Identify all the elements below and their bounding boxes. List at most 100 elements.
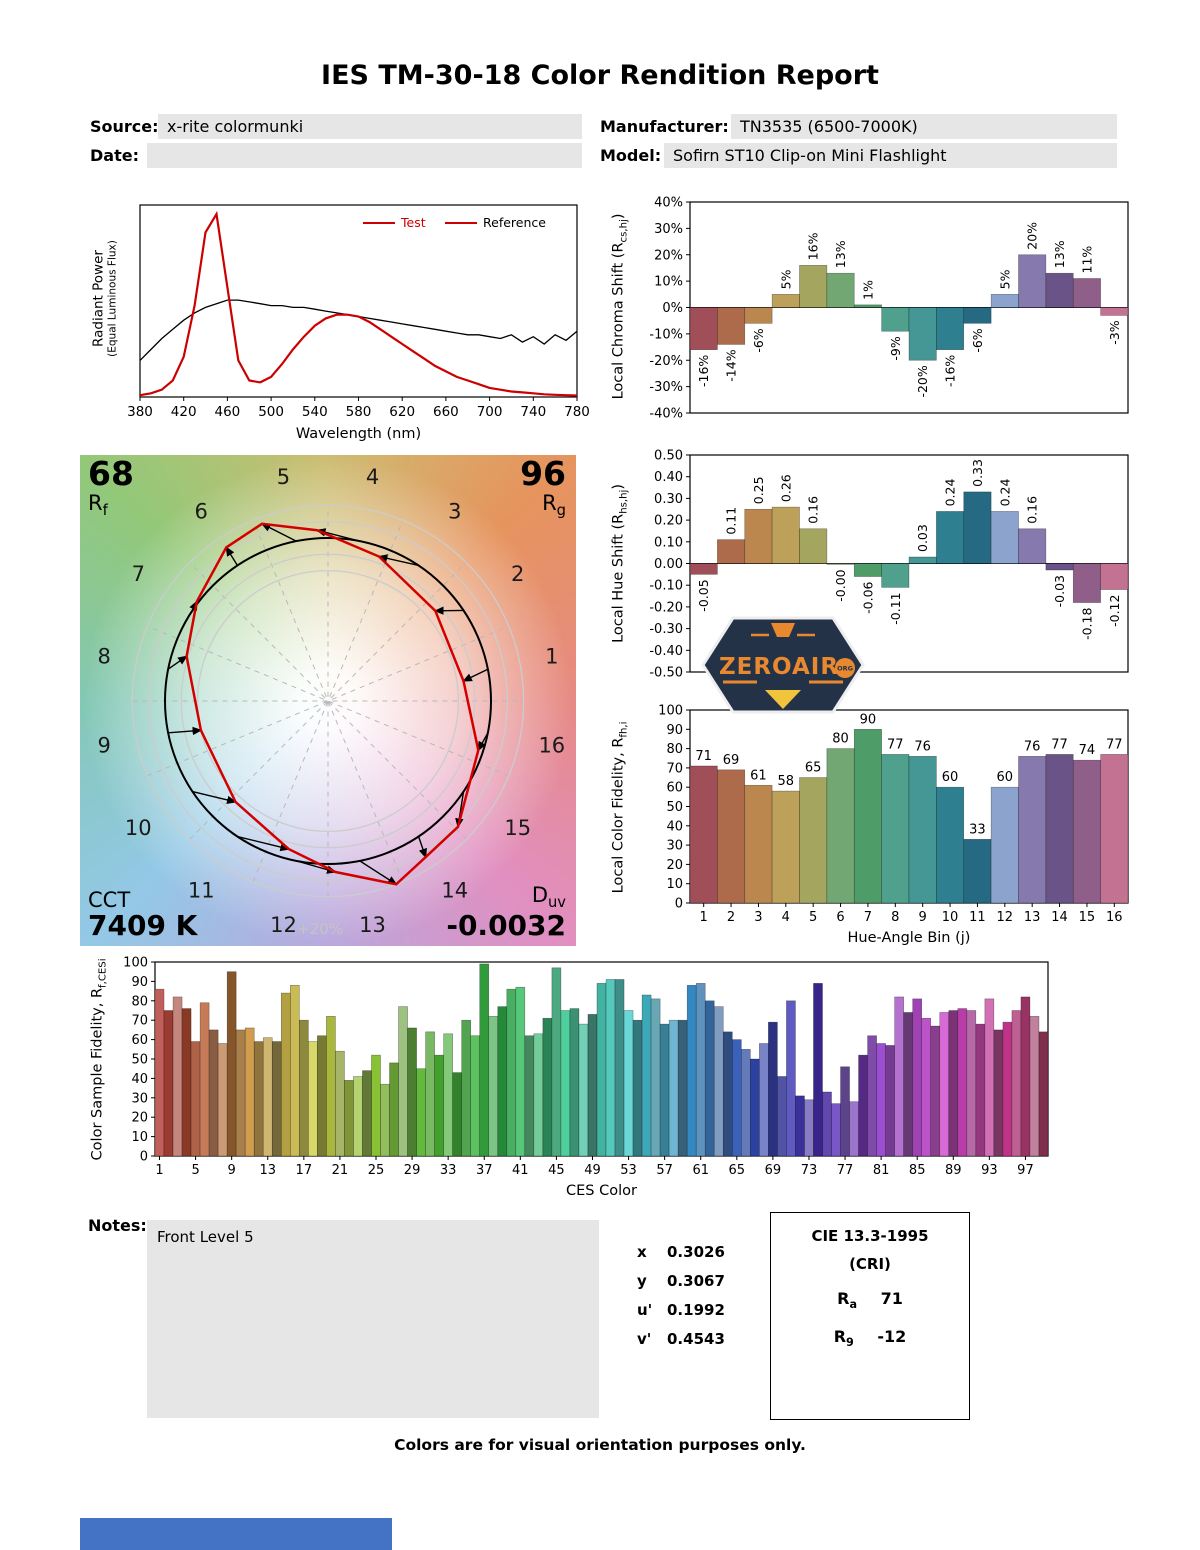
bar-4 <box>771 294 800 308</box>
y-tick-label: -0.10 <box>649 579 683 594</box>
bar-89 <box>948 1010 959 1157</box>
bar-68 <box>759 1043 769 1157</box>
y-tick-label: 60 <box>131 1033 148 1048</box>
x-tick-label: 8 <box>891 910 899 925</box>
bar-10 <box>936 511 965 564</box>
bar-value-label: 0.26 <box>778 474 793 502</box>
manufacturer-value: TN3535 (6500-7000K) <box>731 114 1117 139</box>
bar-71 <box>786 1000 796 1157</box>
bar-37 <box>479 963 490 1157</box>
bar-value-label: -0.18 <box>1079 608 1094 640</box>
bar-value-label: 77 <box>887 737 904 752</box>
x-tick-label: 500 <box>258 404 284 420</box>
x-tick-label: 5 <box>191 1163 199 1178</box>
bar-70 <box>777 1076 787 1157</box>
bar-value-label: 0.11 <box>724 507 739 535</box>
bar-65 <box>731 1039 742 1157</box>
shift-arrow <box>260 523 297 542</box>
bar-value-label: 90 <box>860 712 877 727</box>
bar-value-label: -16% <box>943 355 958 387</box>
bar-8 <box>881 563 910 588</box>
bar-8 <box>217 1043 228 1157</box>
reference-ring <box>131 504 525 898</box>
bar-31 <box>425 1031 435 1157</box>
shift-arrow <box>167 655 188 670</box>
bar-58 <box>668 1019 679 1157</box>
bar-11 <box>963 839 992 904</box>
bar-2 <box>717 539 746 564</box>
source-label: Source: <box>90 117 159 136</box>
shift-arrow <box>359 860 398 886</box>
x-tick-label: 580 <box>346 404 372 420</box>
bar-43 <box>533 1033 544 1157</box>
test-vector-polygon <box>185 522 480 886</box>
cri-ra-row: Ra 71 <box>837 1289 903 1312</box>
bar-9 <box>908 307 937 361</box>
bar-55 <box>641 994 652 1157</box>
badge-emblem <box>771 623 795 637</box>
bar-6 <box>826 563 855 565</box>
bar-77 <box>840 1066 850 1157</box>
zeroair-logo: ZEROAIR ORG <box>693 610 873 722</box>
bar-42 <box>524 1035 535 1157</box>
bar-93 <box>984 998 995 1157</box>
hue-bin-label: 15 <box>504 816 531 840</box>
bar-value-label: 60 <box>997 770 1014 785</box>
bar-value-label: -0.12 <box>1107 595 1122 627</box>
bar-47 <box>569 1008 580 1157</box>
bar-value-label: -16% <box>696 355 711 387</box>
bar-39 <box>497 1006 508 1157</box>
x-tick-label: 380 <box>127 404 153 420</box>
y-tick-label: 0% <box>662 301 683 316</box>
x-tick-label: 5 <box>809 910 817 925</box>
hue-bin-label: 8 <box>97 644 110 668</box>
bar-88 <box>939 1012 950 1157</box>
bar-4 <box>771 506 800 564</box>
bar-41 <box>515 986 526 1157</box>
bar-value-label: 76 <box>1024 739 1041 754</box>
reference-circle <box>164 537 492 865</box>
y-tick-label: 30% <box>654 222 683 237</box>
y-tick-label: 40 <box>666 819 683 834</box>
bar-value-label: 0.24 <box>943 479 958 507</box>
hue-bin-label: 10 <box>125 816 152 840</box>
hue-bin-label: 4 <box>366 465 379 489</box>
x-tick-label: 45 <box>548 1163 565 1178</box>
bar-7 <box>208 1029 219 1157</box>
chroma-shift-plot: -40% -30% -20% -10% 0% 10% 20% 30% 40% -16% -14% -6… <box>649 196 1129 422</box>
bar-11 <box>963 491 992 564</box>
x-tick-label: 13 <box>259 1163 276 1178</box>
bottom-blue-bar <box>80 1518 392 1550</box>
bar-7 <box>853 304 882 308</box>
bar-value-label: 69 <box>723 753 740 768</box>
y-tick-label: 0.40 <box>654 470 683 485</box>
bar-79 <box>858 1054 868 1157</box>
bar-25 <box>371 1054 381 1157</box>
bar-73 <box>804 1099 814 1157</box>
hue-y-axis-label: Local Hue Shift (Rhs,hj) <box>610 483 630 643</box>
bar-value-label: -14% <box>724 349 739 381</box>
bar-78 <box>849 1101 859 1157</box>
bar-74 <box>813 983 823 1157</box>
x-tick-label: 740 <box>520 404 546 420</box>
bar-value-label: 13% <box>1052 240 1067 268</box>
bar-4 <box>181 1008 192 1157</box>
bar-83 <box>894 996 904 1157</box>
bar-51 <box>605 979 616 1157</box>
x-tick-label: 16 <box>1106 910 1123 925</box>
bar-9 <box>908 756 937 904</box>
x-tick-label: 57 <box>656 1163 673 1178</box>
chromaticity-row-v: v' 0.4543 <box>637 1330 725 1348</box>
bar-value-label: 80 <box>832 732 849 747</box>
x-tick-label: 53 <box>620 1163 637 1178</box>
y-tick-label: -10% <box>649 327 683 342</box>
ces-fidelity-chart: 0 10 20 30 40 50 60 70 80 90 100 1 5 9 13 17 21 25 29 33 37 4… <box>85 952 1155 1207</box>
bar-3 <box>744 784 773 904</box>
y-tick-label: 0.20 <box>654 514 683 529</box>
legend-reference-label: Reference <box>483 215 546 230</box>
bar-value-label: 60 <box>942 770 959 785</box>
bar-50 <box>596 983 607 1157</box>
bar-44 <box>542 1017 553 1157</box>
bar-19 <box>317 1035 327 1157</box>
